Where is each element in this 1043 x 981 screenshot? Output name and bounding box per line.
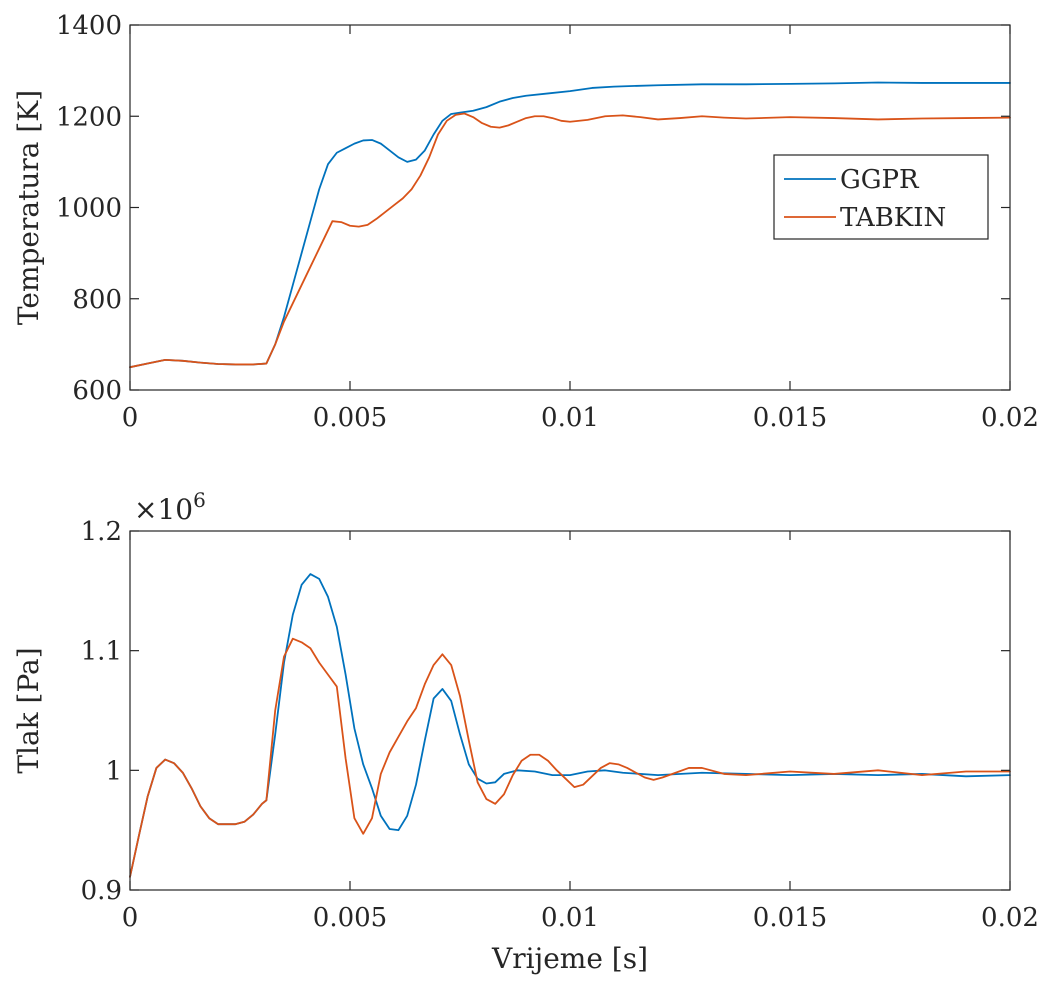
y-tick-label: 800 — [72, 285, 122, 315]
x-tick-label: 0.005 — [313, 403, 387, 433]
y-tick-label: 0.9 — [81, 876, 122, 906]
x-tick-label: 0 — [122, 403, 139, 433]
series-line-tabkin — [129, 112, 1011, 369]
chart-temperature: 0 0.005 0.01 0.015 0.02 600 800 1000 1200 1400 Tem… — [12, 11, 1039, 433]
legend-label-ggpr: GGPR — [840, 165, 920, 195]
y-axis-label: Tlak [Pa] — [12, 647, 45, 773]
series-group — [129, 81, 1011, 369]
x-tick-label: 0.02 — [981, 403, 1039, 433]
series-line-ggpr — [129, 573, 1011, 878]
y-tick-label: 600 — [72, 376, 122, 406]
x-tick-label: 0.015 — [753, 903, 827, 933]
x-tick-label: 0.01 — [541, 903, 599, 933]
series-line-tabkin — [129, 637, 1011, 878]
x-tick-label: 0 — [122, 903, 139, 933]
y-tick-label: 1 — [105, 756, 122, 786]
y-tick-label: 1400 — [56, 11, 122, 41]
y-exponent-label: ×106 — [134, 488, 206, 526]
legend-label-tabkin: TABKIN — [840, 203, 946, 233]
x-axis-label: Vrijeme [s] — [491, 942, 648, 975]
chart-pressure: 0 0.005 0.01 0.015 0.02 0.9 1 1.1 1.2 Tlak [Pa] Vr… — [12, 488, 1039, 975]
y-tick-label: 1200 — [56, 102, 122, 132]
y-tick-label: 1.1 — [81, 637, 122, 667]
legend-box — [773, 154, 989, 240]
series-group — [129, 573, 1011, 878]
axes-frame — [129, 530, 1011, 891]
x-tick-label: 0.005 — [313, 903, 387, 933]
y-tick-label: 1000 — [56, 194, 122, 224]
y-tick-label: 1.2 — [81, 517, 122, 547]
y-axis-label: Temperatura [K] — [12, 90, 45, 325]
x-tick-label: 0.02 — [981, 903, 1039, 933]
x-tick-label: 0.01 — [541, 403, 599, 433]
legend: GGPR TABKIN — [773, 154, 989, 240]
x-tick-label: 0.015 — [753, 403, 827, 433]
